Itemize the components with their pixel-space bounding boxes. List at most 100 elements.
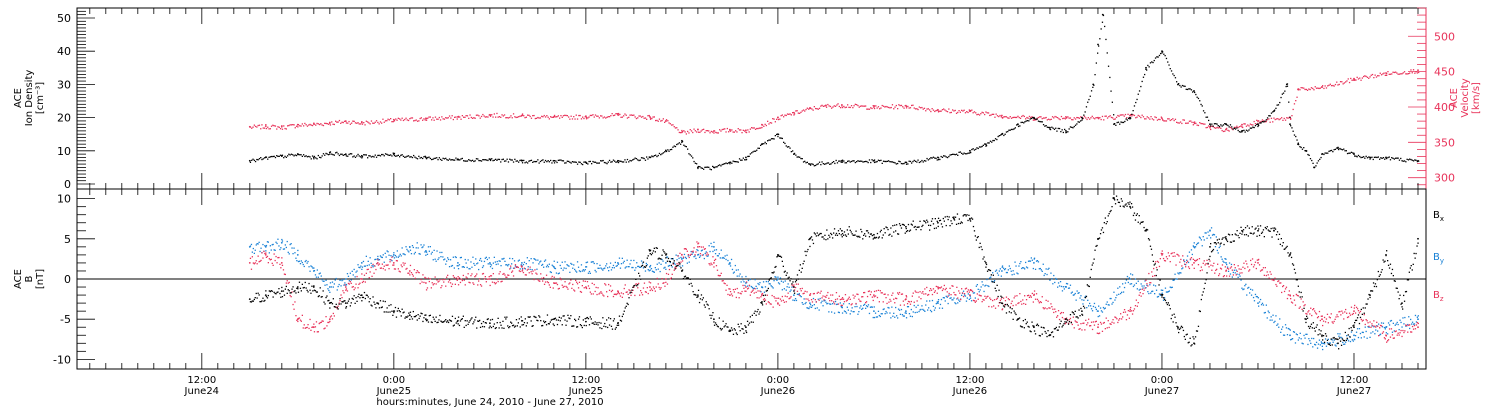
density-series-point <box>1083 114 1085 116</box>
bz-series-point <box>1256 259 1258 261</box>
by-series-point <box>1078 292 1080 294</box>
by-series-point <box>253 252 255 254</box>
by-series-point <box>1216 249 1218 252</box>
by-series-point <box>1230 263 1233 266</box>
density-series-point <box>1220 124 1222 126</box>
by-series-point <box>424 251 426 253</box>
bx-series-point <box>438 319 440 321</box>
density-series-point <box>1008 129 1010 131</box>
velocity-series-point <box>466 115 469 117</box>
bz-series-point <box>433 283 435 285</box>
by-series-point <box>647 269 649 271</box>
by-series-point <box>363 265 366 267</box>
by-series-point <box>786 286 788 288</box>
velocity-series-point <box>1009 116 1011 118</box>
bz-series-point <box>962 295 965 298</box>
density-series-point <box>760 144 762 146</box>
bz-series-point <box>722 280 724 282</box>
bz-series-point <box>1218 273 1221 275</box>
bz-series-point <box>1053 311 1055 314</box>
by-series-point <box>753 287 755 289</box>
velocity-series-point <box>902 106 904 108</box>
by-series-point <box>1125 279 1128 281</box>
density-series-point <box>542 159 544 161</box>
by-series-point <box>1054 281 1056 284</box>
density-series-point <box>1395 157 1397 159</box>
velocity-series-point <box>783 116 785 118</box>
velocity-series-point <box>1309 88 1311 91</box>
bz-series-point <box>1074 320 1076 322</box>
bz-series-point <box>489 275 492 277</box>
by-series-point <box>864 303 866 305</box>
density-series-point <box>1397 157 1399 159</box>
velocity-series-point <box>709 132 711 134</box>
bz-series-point <box>602 294 604 296</box>
density-series-marker <box>1353 153 1355 156</box>
by-series-point <box>733 271 735 273</box>
velocity-series-point <box>265 127 268 130</box>
bz-series-point <box>794 286 797 289</box>
by-series-point <box>1181 268 1183 270</box>
density-series-point <box>1285 85 1287 88</box>
bz-series-point <box>391 256 393 258</box>
velocity-series-point <box>1215 127 1217 129</box>
by-series-point <box>1257 297 1259 299</box>
by-series-point <box>725 258 727 261</box>
density-series-point <box>1295 135 1297 138</box>
bz-series-point <box>858 298 860 300</box>
bz-series-point <box>1207 263 1209 265</box>
density-series-point <box>325 152 327 155</box>
bz-series-point <box>986 296 988 298</box>
bz-series-point <box>568 283 570 285</box>
velocity-series-point <box>1050 118 1052 120</box>
by-series-point <box>1074 292 1076 295</box>
density-series-point <box>1124 120 1126 123</box>
by-series-point <box>1319 344 1321 346</box>
bz-series-point <box>330 315 333 317</box>
by-series-point <box>1114 299 1116 301</box>
density-series-point <box>962 153 964 155</box>
density-series-point <box>1032 117 1034 119</box>
by-series-point <box>1049 279 1051 281</box>
bz-series-point <box>251 256 253 258</box>
velocity-series-point <box>1109 115 1111 117</box>
density-series-point <box>601 160 603 162</box>
bz-series-point <box>540 273 542 275</box>
by-series-point <box>1239 275 1241 277</box>
density-series-point <box>429 157 431 160</box>
bz-series-point <box>937 288 939 290</box>
density-series-point <box>1411 159 1413 161</box>
by-series-point <box>734 264 736 267</box>
by-series-point <box>1318 339 1321 341</box>
bz-series-point <box>267 262 269 264</box>
bx-series-point <box>250 301 253 303</box>
velocity-series-point <box>493 113 495 115</box>
density-series-point <box>415 157 417 159</box>
density-axis-tick-label: 20 <box>57 112 71 125</box>
by-series-point <box>1412 323 1415 325</box>
by-series-point <box>592 261 594 263</box>
bx-series-point <box>350 302 352 304</box>
velocity-series-point <box>559 117 561 119</box>
density-series-point <box>361 156 364 158</box>
bz-series-point <box>398 270 400 272</box>
density-series-marker <box>985 143 987 146</box>
by-series-point <box>741 276 743 278</box>
velocity-series-point <box>661 119 663 122</box>
velocity-series-point <box>569 118 571 120</box>
bx-series-point <box>281 286 283 289</box>
bx-series-point <box>427 321 430 323</box>
bz-series-point <box>1122 311 1125 313</box>
velocity-series-point <box>405 117 407 119</box>
velocity-series-point <box>557 115 559 117</box>
by-series-point <box>507 265 509 267</box>
velocity-series-point <box>301 123 303 125</box>
bz-series-point <box>640 290 642 292</box>
density-series-point <box>443 158 446 160</box>
bz-series-point <box>362 280 365 283</box>
bz-series-point <box>424 276 426 279</box>
bz-series-point <box>505 276 507 278</box>
bz-series-point <box>1273 279 1275 282</box>
by-series-point <box>315 276 318 278</box>
by-series-point <box>1323 343 1326 345</box>
